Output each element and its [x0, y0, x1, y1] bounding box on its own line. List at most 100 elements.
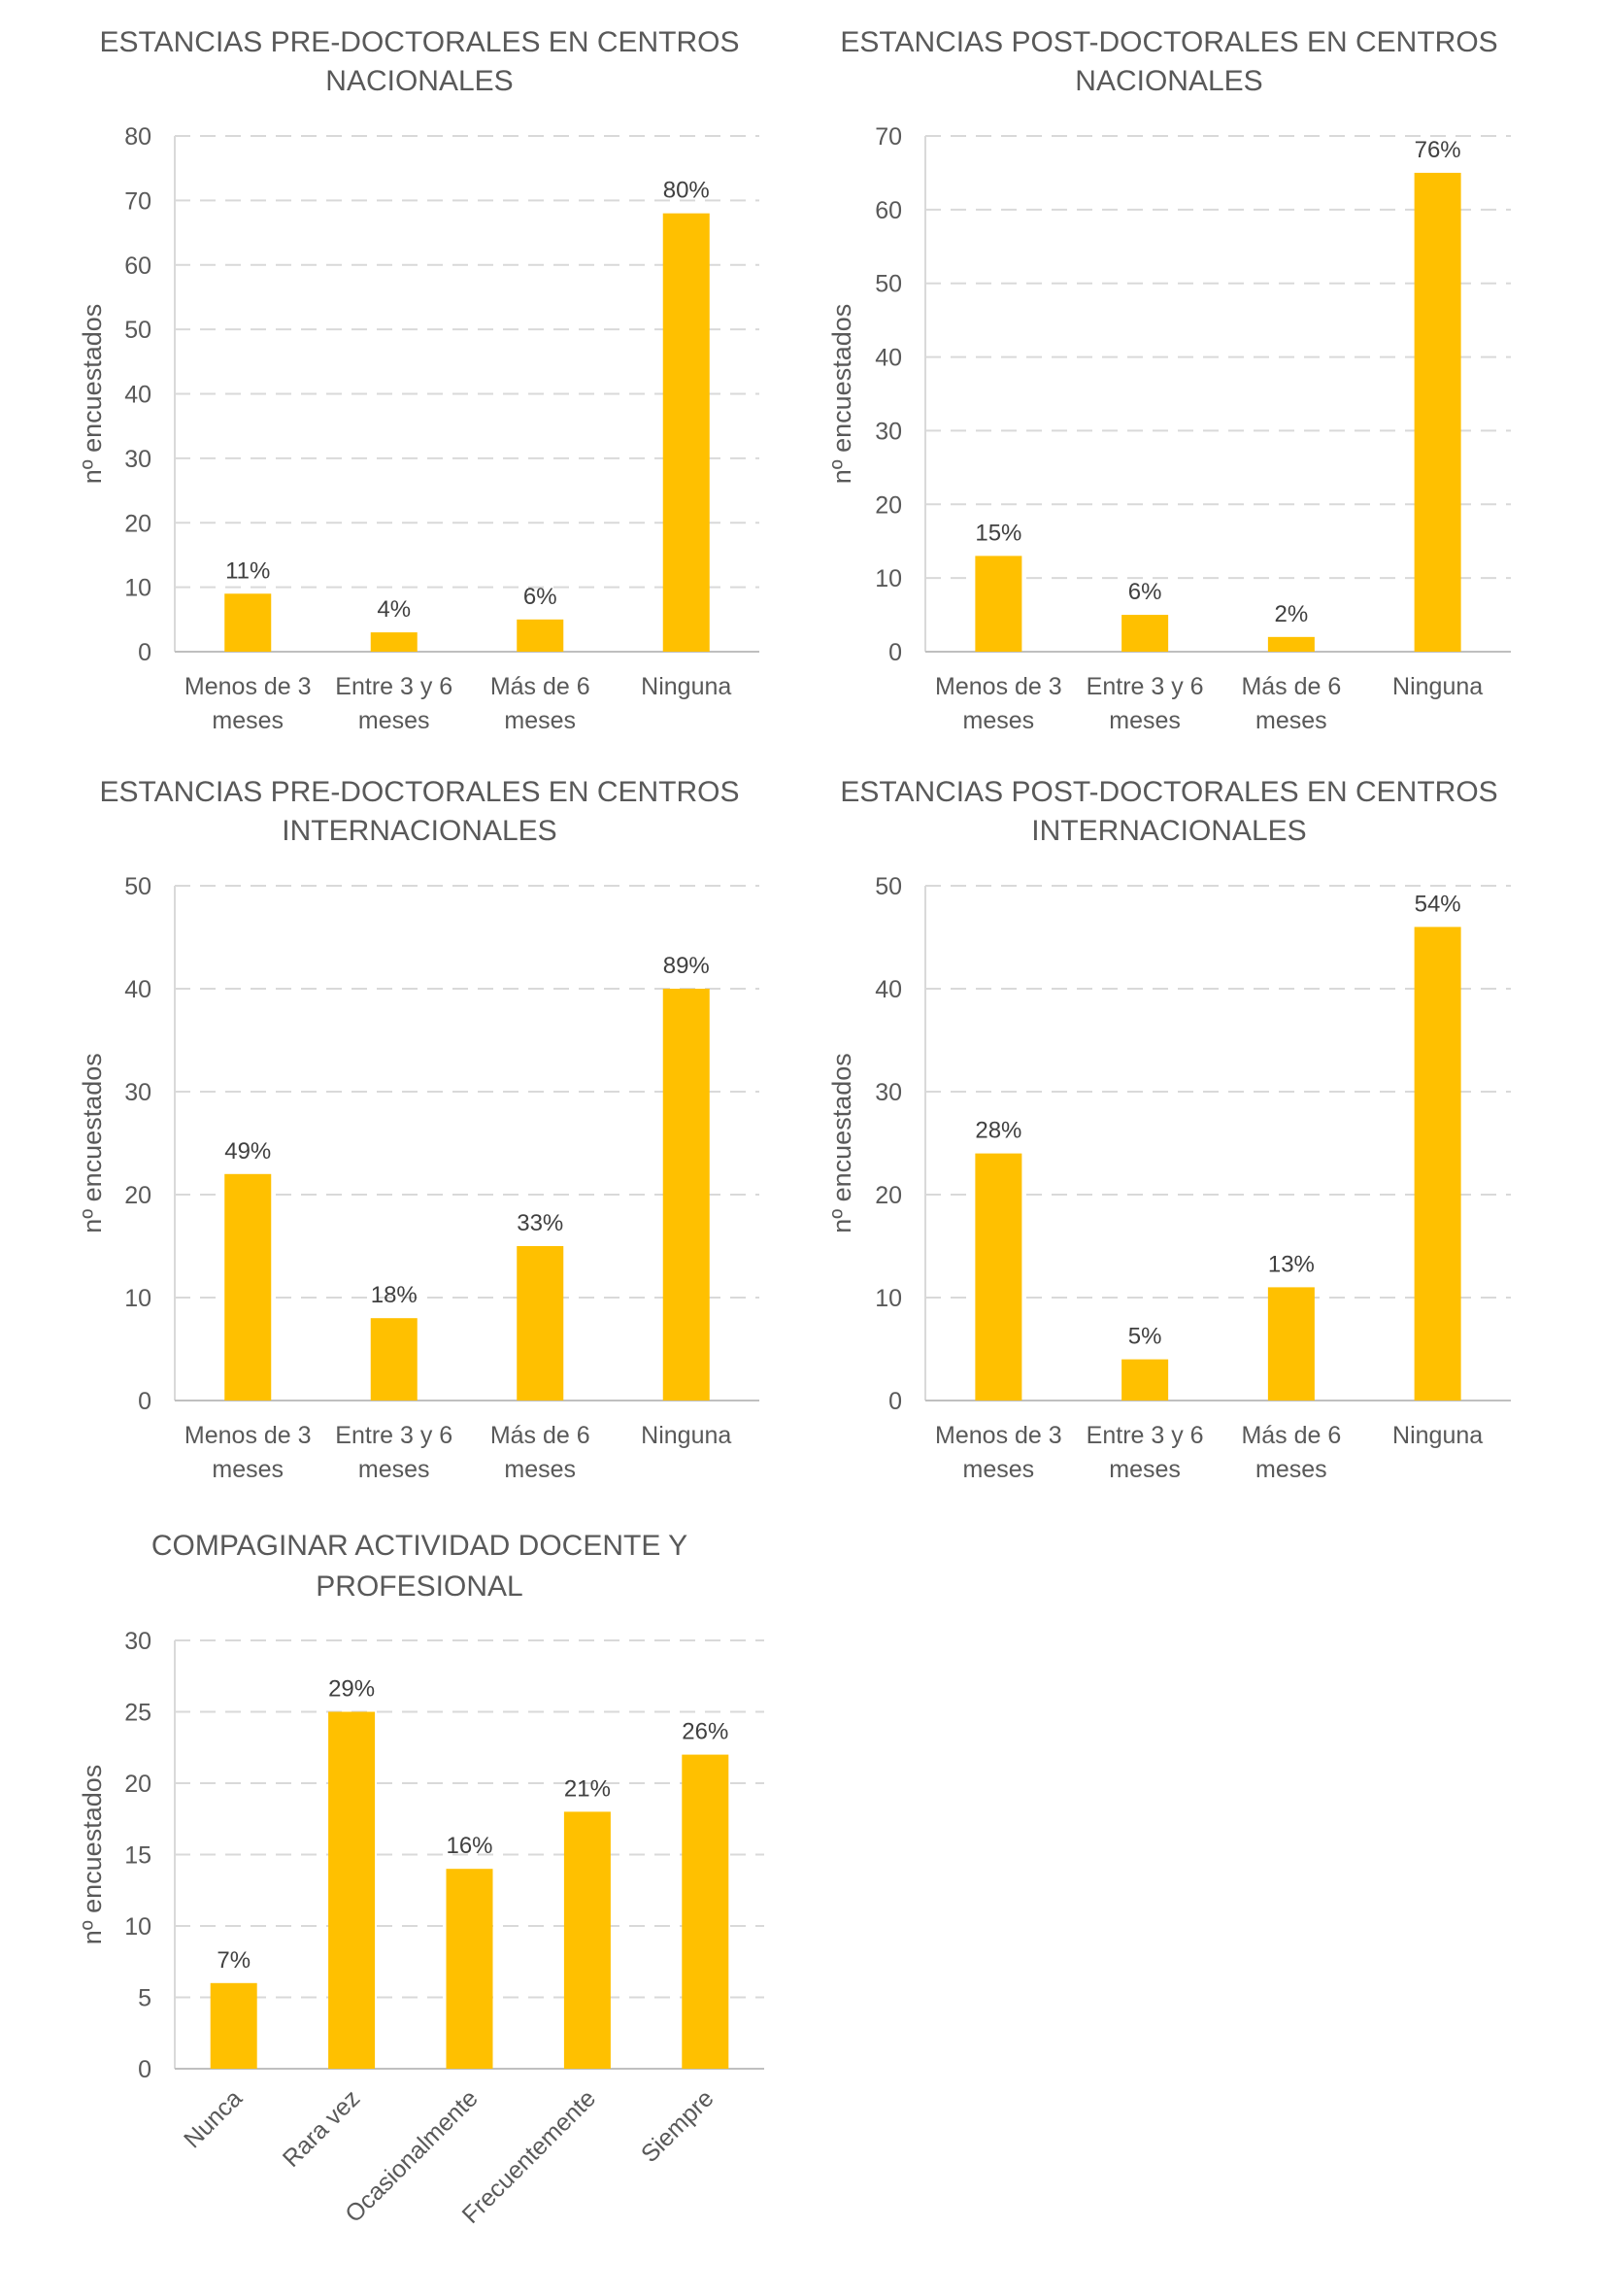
- bar: [517, 619, 564, 652]
- chart-title: ESTANCIAS PRE-DOCTORALES EN CENTROS: [99, 26, 739, 58]
- y-axis-label: nº encuestados: [827, 1053, 856, 1233]
- chart-title: ESTANCIAS PRE-DOCTORALES EN CENTROS: [99, 776, 739, 808]
- bar: [370, 632, 418, 652]
- y-axis-label: nº encuestados: [78, 1765, 107, 1945]
- y-tick-label: 30: [124, 446, 151, 473]
- bar: [1414, 927, 1461, 1401]
- y-tick-label: 20: [124, 1182, 151, 1209]
- y-axis-label: nº encuestados: [78, 304, 107, 485]
- bar: [1121, 615, 1169, 652]
- x-category-label: Entre 3 y 6: [1087, 673, 1204, 700]
- bar: [563, 1811, 611, 2069]
- data-label: 4%: [377, 596, 411, 623]
- x-category-label: Ninguna: [641, 1422, 731, 1449]
- bar: [224, 1173, 272, 1401]
- x-category-label: Menos de 3: [935, 1422, 1062, 1449]
- bar: [210, 1982, 257, 2069]
- bar: [328, 1711, 376, 2069]
- y-tick-label: 20: [875, 1182, 902, 1209]
- chart-1: ESTANCIAS PRE-DOCTORALES EN CENTROS NACIO…: [78, 26, 759, 734]
- bar: [1267, 636, 1315, 652]
- data-label: 16%: [446, 1833, 492, 1859]
- x-category-label: Rara vez: [278, 2084, 366, 2173]
- bar: [975, 1153, 1022, 1401]
- x-category-label: meses: [963, 707, 1035, 734]
- chart-2: ESTANCIAS POST-DOCTORALES EN CENTROS NACI…: [827, 26, 1511, 734]
- y-tick-label: 10: [875, 1285, 902, 1312]
- y-tick-label: 10: [124, 1285, 151, 1312]
- y-tick-label: 70: [875, 123, 902, 151]
- y-tick-label: 40: [875, 345, 902, 372]
- y-tick-label: 30: [124, 1079, 151, 1106]
- x-category-label: meses: [504, 1456, 576, 1483]
- x-category-label: meses: [504, 707, 576, 734]
- x-category-label: Ninguna: [641, 673, 731, 700]
- x-category-label: Más de 6: [490, 673, 590, 700]
- data-label: 11%: [225, 557, 270, 584]
- x-category-label: meses: [358, 707, 430, 734]
- bar: [662, 213, 710, 652]
- chart-title: ESTANCIAS POST-DOCTORALES EN CENTROS: [840, 776, 1497, 808]
- y-tick-label: 10: [124, 1913, 151, 1941]
- x-category-label: Entre 3 y 6: [335, 673, 452, 700]
- x-category-label: Más de 6: [1241, 673, 1341, 700]
- y-tick-label: 50: [875, 271, 902, 298]
- x-category-label: Más de 6: [490, 1422, 590, 1449]
- data-label: 7%: [217, 1947, 251, 1974]
- chart-4: ESTANCIAS POST-DOCTORALES EN CENTROS INTE…: [827, 776, 1511, 1483]
- data-label: 49%: [224, 1138, 271, 1165]
- data-label: 6%: [523, 584, 557, 610]
- y-tick-label: 0: [138, 1388, 151, 1415]
- y-tick-label: 60: [124, 253, 151, 280]
- y-tick-label: 0: [888, 1388, 902, 1415]
- y-tick-label: 30: [875, 418, 902, 445]
- y-tick-label: 60: [875, 197, 902, 224]
- bar: [975, 556, 1022, 652]
- y-tick-label: 0: [138, 2056, 151, 2083]
- x-category-label: Más de 6: [1241, 1422, 1341, 1449]
- y-tick-label: 20: [875, 491, 902, 519]
- chart-title: ESTANCIAS POST-DOCTORALES EN CENTROS: [840, 26, 1497, 58]
- bar: [1267, 1287, 1315, 1401]
- chart-title: INTERNACIONALES: [1031, 815, 1306, 847]
- y-tick-label: 70: [124, 187, 151, 215]
- y-tick-label: 50: [124, 873, 151, 900]
- data-label: 21%: [564, 1775, 611, 1802]
- data-label: 13%: [1268, 1251, 1315, 1277]
- x-category-label: Ninguna: [1392, 1422, 1483, 1449]
- y-tick-label: 10: [124, 575, 151, 602]
- data-label: 6%: [1128, 579, 1162, 605]
- x-category-label: Entre 3 y 6: [1087, 1422, 1204, 1449]
- chart-title: NACIONALES: [1075, 65, 1262, 97]
- chart-title: COMPAGINAR ACTIVIDAD DOCENTE Y: [151, 1530, 687, 1562]
- y-tick-label: 40: [875, 976, 902, 1003]
- data-label: 29%: [328, 1676, 375, 1703]
- chart-title: INTERNACIONALES: [282, 815, 556, 847]
- x-category-label: Menos de 3: [935, 673, 1062, 700]
- bar: [682, 1754, 729, 2069]
- data-label: 15%: [975, 520, 1021, 546]
- y-tick-label: 15: [124, 1842, 151, 1870]
- x-category-label: Entre 3 y 6: [335, 1422, 452, 1449]
- x-category-label: Menos de 3: [184, 1422, 312, 1449]
- x-category-label: meses: [212, 707, 284, 734]
- data-label: 33%: [517, 1210, 563, 1236]
- y-tick-label: 20: [124, 510, 151, 537]
- y-tick-label: 20: [124, 1771, 151, 1798]
- bar: [224, 593, 272, 652]
- y-axis-label: nº encuestados: [827, 304, 856, 485]
- x-category-label: meses: [358, 1456, 430, 1483]
- bar: [446, 1869, 493, 2069]
- data-label: 28%: [975, 1118, 1021, 1144]
- data-label: 2%: [1275, 601, 1309, 627]
- x-category-label: meses: [1255, 707, 1327, 734]
- chart-title: NACIONALES: [325, 65, 513, 97]
- y-tick-label: 40: [124, 382, 151, 409]
- bar: [370, 1318, 418, 1401]
- x-category-label: meses: [1109, 1456, 1181, 1483]
- data-label: 89%: [663, 953, 710, 979]
- y-tick-label: 50: [875, 873, 902, 900]
- y-tick-label: 80: [124, 123, 151, 151]
- chart-5: COMPAGINAR ACTIVIDAD DOCENTE Y PROFESIONA…: [78, 1530, 764, 2229]
